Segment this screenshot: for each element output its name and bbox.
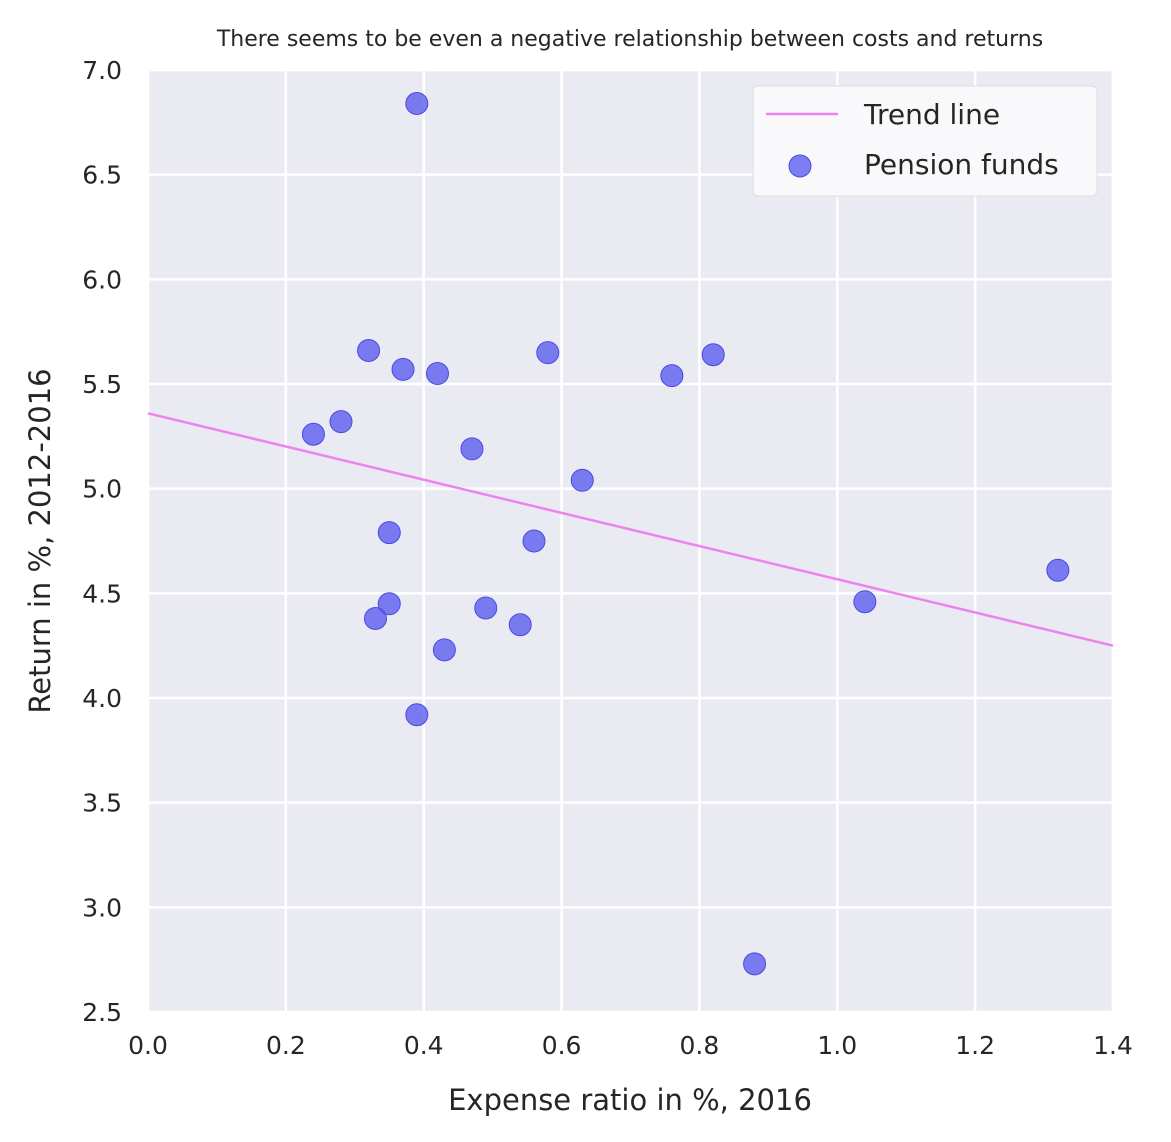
- tick-labels: 0.0 0.2 0.4 0.6 0.8 1.0 1.2 1.4 2.5 3.0 3.5 4.0 4.5 5…: [82, 56, 1133, 1060]
- y-tick-label: 2.5: [82, 998, 122, 1027]
- y-tick-label: 3.5: [82, 789, 122, 818]
- scatter-point: [432, 638, 456, 662]
- y-axis-label: Return in %, 2012-2016: [23, 368, 57, 713]
- x-tick-label: 0.6: [542, 1031, 582, 1060]
- legend-box: [752, 85, 1098, 197]
- scatter-point: [474, 596, 498, 620]
- x-axis-label: Expense ratio in %, 2016: [448, 1083, 812, 1117]
- scatter-point: [357, 339, 381, 363]
- y-tick-label: 5.5: [82, 370, 122, 399]
- y-tick-label: 4.0: [82, 684, 122, 713]
- plot-background: [148, 70, 1113, 1012]
- legend-pension-funds-marker: [788, 154, 812, 178]
- scatter-point: [522, 529, 546, 553]
- x-tick-label: 1.4: [1093, 1031, 1133, 1060]
- scatter-point: [660, 364, 684, 388]
- series-layer: [147, 91, 1114, 976]
- y-tick-label: 4.5: [82, 579, 122, 608]
- x-tick-label: 0.8: [680, 1031, 720, 1060]
- grid-lines: [146, 68, 1115, 1014]
- scatter-point: [405, 91, 429, 115]
- scatter-point: [1046, 558, 1070, 582]
- x-tick-label: 0.2: [266, 1031, 306, 1060]
- y-tick-label: 3.0: [82, 893, 122, 922]
- legend: Trend line Pension funds: [752, 85, 1098, 197]
- x-tick-label: 1.0: [817, 1031, 857, 1060]
- scatter-point: [391, 357, 415, 381]
- y-tick-label: 6.0: [82, 265, 122, 294]
- y-tick-label: 5.0: [82, 475, 122, 504]
- legend-pension-funds-label: Pension funds: [864, 148, 1059, 181]
- scatter-point: [743, 952, 767, 976]
- scatter-point: [508, 613, 532, 637]
- chart-title: There seems to be even a negative relati…: [216, 27, 1043, 52]
- scatter-point: [377, 592, 401, 616]
- scatter-point: [570, 468, 594, 492]
- scatter-point: [426, 362, 449, 386]
- scatter-point: [301, 422, 325, 446]
- scatter-point: [853, 590, 877, 614]
- scatter-point: [701, 343, 725, 367]
- scatter-point: [460, 437, 484, 461]
- x-tick-label: 1.2: [955, 1031, 995, 1060]
- scatter-point: [536, 341, 560, 365]
- trend-line: [147, 412, 1114, 647]
- y-tick-label: 7.0: [82, 56, 122, 85]
- y-tick-label: 6.5: [82, 161, 122, 190]
- scatter-point: [405, 703, 429, 727]
- x-tick-label: 0.0: [128, 1031, 168, 1060]
- legend-trend-line-label: Trend line: [863, 98, 1000, 131]
- x-tick-label: 0.4: [404, 1031, 444, 1060]
- scatter-point: [377, 521, 401, 545]
- scatter-point: [329, 410, 353, 434]
- scatter-point: [363, 606, 387, 630]
